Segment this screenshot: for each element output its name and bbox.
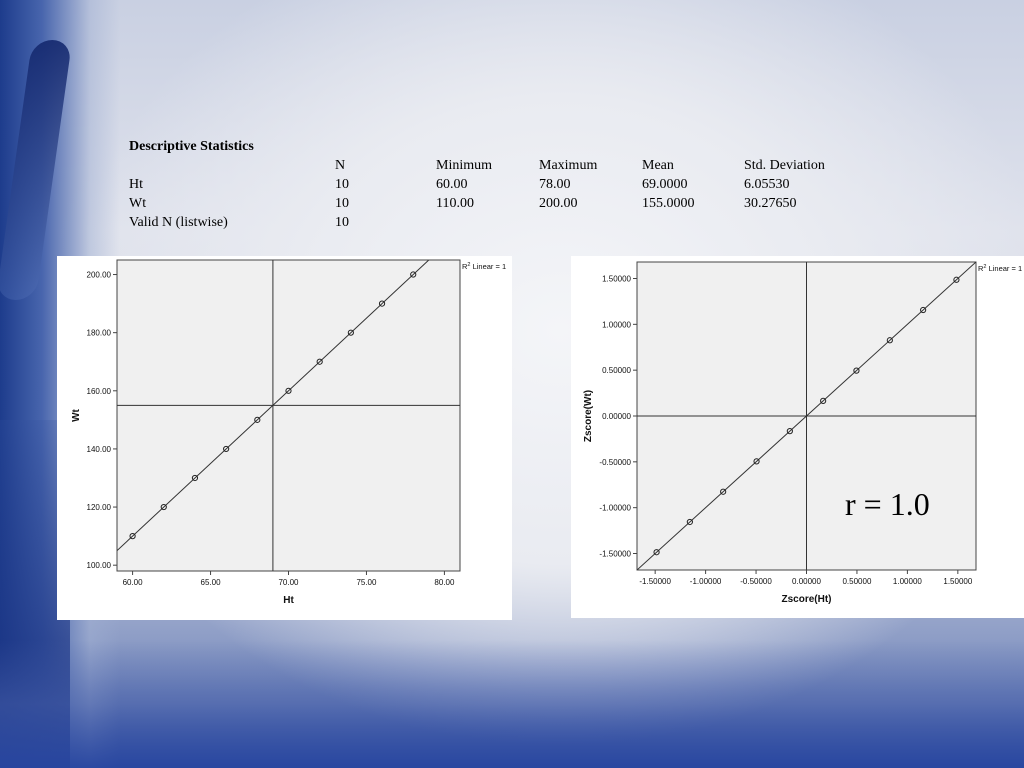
scatter-zscore-panel: -1.50000 -1.00000 -0.50000 0.00000 0.50000 1.…	[571, 256, 1024, 618]
y-tick-label: 1.00000	[602, 320, 631, 329]
y-tick-label: -1.50000	[599, 550, 631, 559]
header-cell: N	[335, 158, 346, 173]
x-tick-label: -0.50000	[740, 577, 772, 586]
plot-area	[116, 259, 461, 572]
data-point	[285, 387, 292, 394]
x-tick-label: -1.00000	[690, 577, 722, 586]
y-tick-label: 200.00	[87, 271, 112, 280]
table-row: Wt 10 110.00 200.00 155.0000 30.27650	[129, 194, 889, 213]
table-cell: Valid N (listwise)	[129, 215, 228, 230]
y-tick-label: -0.50000	[599, 458, 631, 467]
x-tick-label: 60.00	[123, 578, 144, 587]
data-point	[853, 367, 860, 374]
fit-line	[117, 260, 430, 552]
table-cell: 10	[335, 215, 349, 230]
x-tick-label: 70.00	[278, 578, 299, 587]
data-point	[653, 549, 660, 556]
y-tick-label: 0.50000	[602, 366, 631, 375]
y-axis-title: Wt	[71, 408, 82, 421]
header-cell: Mean	[642, 158, 674, 173]
y-tick-label: 100.00	[87, 561, 112, 570]
table-cell: 30.27650	[744, 196, 797, 211]
y-tick-label: 140.00	[87, 445, 112, 454]
data-point	[254, 416, 261, 423]
table-cell: 78.00	[539, 177, 571, 192]
y-axis-title: Zscore(Wt)	[583, 390, 594, 442]
fit-line	[637, 262, 976, 570]
y-tick-label: -1.00000	[599, 504, 631, 513]
data-point	[378, 300, 386, 307]
data-point	[410, 271, 417, 278]
data-point	[191, 474, 199, 482]
correlation-annotation: r = 1.0	[845, 486, 930, 522]
x-tick-label: -1.50000	[639, 577, 671, 586]
scatter-ht-wt-panel: 60.00 65.00 70.00 75.00 80.00 100.00 120.00 140…	[57, 256, 512, 620]
table-cell: 69.0000	[642, 177, 688, 192]
y-tick-label: 0.00000	[602, 412, 631, 421]
descriptive-statistics-table: Descriptive Statistics N Minimum Maximum…	[129, 137, 889, 232]
table-cell: 10	[335, 196, 349, 211]
data-point	[920, 306, 927, 314]
table-cell: Wt	[129, 196, 147, 211]
y-tick-label: 120.00	[87, 503, 112, 512]
data-point	[129, 533, 136, 540]
table-row: Valid N (listwise) 10	[129, 213, 889, 232]
x-tick-label: 80.00	[434, 578, 455, 587]
table-cell: 155.0000	[642, 196, 695, 211]
table-cell: 60.00	[436, 177, 468, 192]
x-tick-label: 0.00000	[792, 577, 821, 586]
data-point	[347, 329, 354, 336]
legend-text: R2 Linear = 1	[462, 262, 506, 271]
data-point	[820, 397, 827, 404]
header-cell: Minimum	[436, 158, 493, 173]
data-point	[316, 358, 323, 365]
table-header-row: N Minimum Maximum Mean Std. Deviation	[129, 156, 889, 175]
table-cell: 10	[335, 177, 349, 192]
table-cell: Ht	[129, 177, 143, 192]
x-tick-label: 1.00000	[893, 577, 922, 586]
data-point	[786, 428, 793, 435]
scatter-ht-wt-chart: 60.00 65.00 70.00 75.00 80.00 100.00 120.00 140…	[71, 259, 506, 606]
table-cell: 200.00	[539, 196, 578, 211]
data-point	[223, 445, 230, 453]
table-row: Ht 10 60.00 78.00 69.0000 6.05530	[129, 175, 889, 194]
x-tick-label: 0.50000	[842, 577, 871, 586]
x-axis-title: Zscore(Ht)	[781, 594, 831, 605]
y-tick-label: 160.00	[87, 387, 112, 396]
x-axis-title: Ht	[283, 595, 294, 606]
header-cell: Std. Deviation	[744, 158, 825, 173]
y-tick-label: 1.50000	[602, 275, 631, 284]
table-title: Descriptive Statistics	[129, 139, 254, 154]
x-tick-label: 1.50000	[943, 577, 972, 586]
y-tick-label: 180.00	[87, 329, 112, 338]
data-point	[753, 458, 760, 465]
header-cell: Maximum	[539, 158, 598, 173]
scatter-zscore-chart: -1.50000 -1.00000 -0.50000 0.00000 0.50000 1.…	[583, 261, 1022, 605]
data-point	[160, 503, 167, 511]
background-bottom-band	[0, 640, 1024, 768]
data-point	[720, 488, 727, 495]
data-point	[886, 337, 893, 344]
legend-text: R2 Linear = 1	[978, 264, 1022, 273]
table-cell: 110.00	[436, 196, 474, 211]
data-point	[953, 276, 960, 283]
table-cell: 6.05530	[744, 177, 790, 192]
data-point	[686, 518, 693, 526]
x-tick-label: 65.00	[201, 578, 222, 587]
x-tick-label: 75.00	[356, 578, 377, 587]
